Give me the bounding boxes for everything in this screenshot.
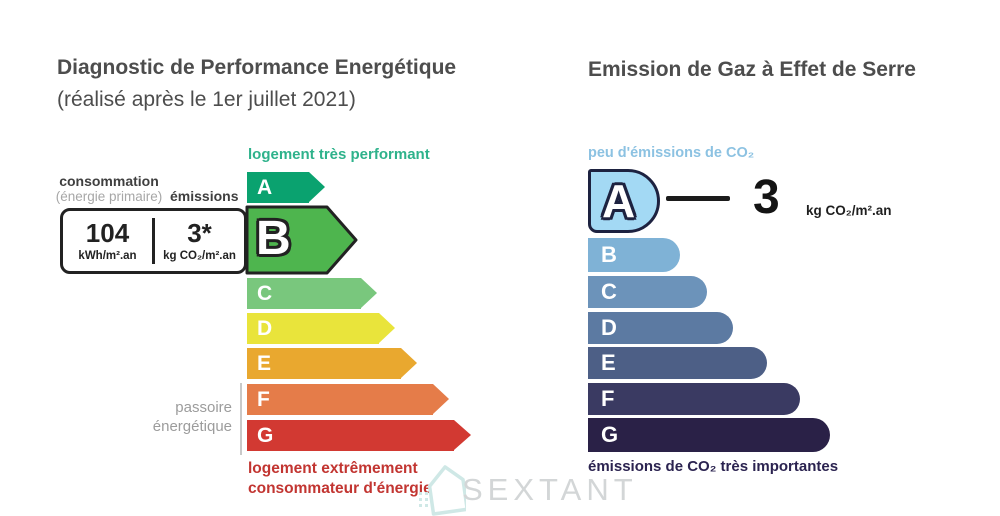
energy-consumption-value: 104 xyxy=(85,218,130,249)
energy-class-bar-f: F xyxy=(247,384,449,415)
energy-class-bar-c: C xyxy=(247,278,377,309)
emissions-label: émissions xyxy=(170,188,239,204)
energy-bracket-label: passoire énergétique xyxy=(152,399,232,435)
energy-class-letter-e: E xyxy=(257,351,272,375)
ges-class-letter-d: D xyxy=(601,315,617,340)
ges-selected-class-badge: A xyxy=(588,169,660,233)
ges-class-letter-c: C xyxy=(601,279,617,304)
energy-selected-class-letter: B xyxy=(256,212,291,265)
ges-selected-class-letter: A xyxy=(602,175,636,227)
energy-class-bar-e-tip xyxy=(401,348,417,378)
sextant-watermark-text: SEXTANT xyxy=(462,472,638,507)
energy-class-bar-g-tip xyxy=(454,420,471,450)
ges-class-letter-f: F xyxy=(601,386,615,411)
energy-class-letter-d: D xyxy=(257,316,273,340)
value-box-divider xyxy=(152,218,155,264)
energy-class-letter-c: C xyxy=(257,281,273,305)
energy-bracket-line xyxy=(240,383,242,455)
energy-emissions-cell: 3* kg CO₂/m².an xyxy=(155,219,244,262)
ges-top-label: peu d'émissions de CO₂ xyxy=(588,145,755,161)
energy-class-bar-c-tip xyxy=(361,278,377,308)
consumption-sublabel: (énergie primaire) xyxy=(55,189,163,204)
ges-class-bar-d: D xyxy=(588,312,733,344)
energy-chart-subtitle: (réalisé après le 1er juillet 2021) xyxy=(57,88,356,111)
ges-chart-title: Emission de Gaz à Effet de Serre xyxy=(588,58,916,81)
ges-class-bar-f: F xyxy=(588,383,800,415)
ges-class-letter-b: B xyxy=(601,242,617,267)
energy-top-label: logement très performant xyxy=(248,146,430,163)
ges-bottom-label: émissions de CO₂ très importantes xyxy=(588,458,839,475)
consumption-label: consommation xyxy=(59,173,159,189)
energy-class-bar-a: A xyxy=(247,172,325,203)
ges-value-connector-line xyxy=(666,196,730,201)
ges-class-letter-e: E xyxy=(601,350,616,375)
energy-emissions-value: 3* xyxy=(187,218,212,249)
energy-class-letter-f: F xyxy=(257,387,270,411)
energy-class-bar-d: D xyxy=(247,313,395,344)
energy-class-letter-g: G xyxy=(257,423,274,447)
energy-class-bar-e: E xyxy=(247,348,417,379)
energy-bottom-label: logement extrêmement consommateur d'éner… xyxy=(248,460,432,497)
ges-value-unit: kg CO₂/m².an xyxy=(806,203,892,218)
energy-class-bar-f-tip xyxy=(433,384,449,414)
ges-value: 3 xyxy=(753,171,780,224)
energy-class-letter-a: A xyxy=(257,175,273,199)
consumption-header: consommation (énergie primaire) xyxy=(48,173,170,205)
ges-class-letter-g: G xyxy=(601,422,619,447)
energy-class-bar-g: G xyxy=(247,420,471,451)
ges-class-bar-e: E xyxy=(588,347,767,379)
energy-consumption-unit: kWh/m².an xyxy=(78,249,137,262)
ges-class-bar-g: G xyxy=(588,418,830,452)
energy-emissions-unit: kg CO₂/m².an xyxy=(163,249,236,262)
energy-selected-class-arrow xyxy=(245,205,358,275)
energy-chart-title: Diagnostic de Performance Energétique xyxy=(57,56,457,79)
energy-consumption-cell: 104 kWh/m².an xyxy=(63,219,152,262)
ges-class-bar-b: B xyxy=(588,238,680,272)
energy-class-bar-a-tip xyxy=(309,172,325,202)
sextant-house-icon xyxy=(419,465,466,516)
energy-class-bar-d-tip xyxy=(379,313,395,343)
ges-class-bar-c: C xyxy=(588,276,707,308)
energy-value-box: 104 kWh/m².an 3* kg CO₂/m².an xyxy=(60,208,247,274)
